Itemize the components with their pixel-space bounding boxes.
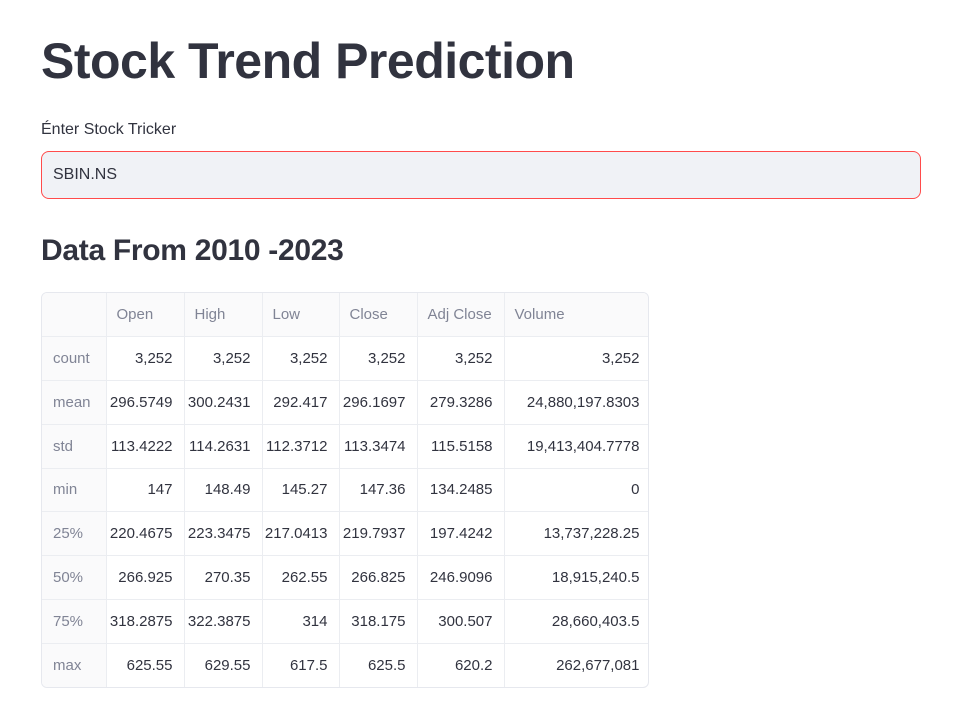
table-cell[interactable]: 223.3475 bbox=[184, 511, 263, 556]
column-header-high[interactable]: High bbox=[184, 293, 263, 338]
row-index-cell: 25% bbox=[42, 511, 107, 556]
table-cell[interactable]: 18,915,240.5 bbox=[504, 555, 648, 600]
table-cell[interactable]: 197.4242 bbox=[417, 511, 505, 556]
table-cell[interactable]: 322.3875 bbox=[184, 599, 263, 644]
table-cell[interactable]: 115.5158 bbox=[417, 424, 505, 469]
row-index-cell: min bbox=[42, 468, 107, 513]
table-cell[interactable]: 266.825 bbox=[339, 555, 418, 600]
table-cell[interactable]: 296.5749 bbox=[106, 380, 185, 425]
table-cell[interactable]: 13,737,228.25 bbox=[504, 511, 648, 556]
column-header-adj-close[interactable]: Adj Close bbox=[417, 293, 505, 338]
column-header-open[interactable]: Open bbox=[106, 293, 185, 338]
table-cell[interactable]: 28,660,403.5 bbox=[504, 599, 648, 644]
table-cell[interactable]: 296.1697 bbox=[339, 380, 418, 425]
table-row: min 147 148.49 145.27 147.36 134.2485 0 bbox=[42, 468, 648, 513]
table-row: 25% 220.4675 223.3475 217.0413 219.7937 197.4… bbox=[42, 511, 648, 556]
table-row: 50% 266.925 270.35 262.55 266.825 246.9096 18,… bbox=[42, 555, 648, 600]
ticker-input-container[interactable] bbox=[41, 151, 921, 199]
table-cell[interactable]: 3,252 bbox=[417, 336, 505, 381]
ticker-input-label: Énter Stock Tricker bbox=[41, 121, 177, 138]
page-title: Stock Trend Prediction bbox=[41, 33, 575, 89]
table-cell[interactable]: 262.55 bbox=[262, 555, 340, 600]
table-row: max 625.55 629.55 617.5 625.5 620.2 262,677,08… bbox=[42, 643, 648, 687]
table-cell[interactable]: 24,880,197.8303 bbox=[504, 380, 648, 425]
table-cell[interactable]: 0 bbox=[504, 468, 648, 513]
table-cell[interactable]: 318.175 bbox=[339, 599, 418, 644]
table-cell[interactable]: 220.4675 bbox=[106, 511, 185, 556]
table-cell[interactable]: 3,252 bbox=[106, 336, 185, 381]
table-cell[interactable]: 114.2631 bbox=[184, 424, 263, 469]
row-index-cell: mean bbox=[42, 380, 107, 425]
table-cell[interactable]: 270.35 bbox=[184, 555, 263, 600]
table-row: 75% 318.2875 322.3875 314 318.175 300.507 28,6… bbox=[42, 599, 648, 644]
section-title: Data From 2010 -2023 bbox=[41, 234, 344, 267]
table-row: count 3,252 3,252 3,252 3,252 3,252 3,252 bbox=[42, 336, 648, 381]
table-cell[interactable]: 3,252 bbox=[504, 336, 648, 381]
table-cell[interactable]: 625.5 bbox=[339, 643, 418, 687]
table-cell[interactable]: 113.4222 bbox=[106, 424, 185, 469]
row-index-cell: max bbox=[42, 643, 107, 687]
table-row: mean 296.5749 300.2431 292.417 296.1697 279.3… bbox=[42, 380, 648, 425]
row-index-cell: 75% bbox=[42, 599, 107, 644]
row-index-cell: count bbox=[42, 336, 107, 381]
table-cell[interactable]: 625.55 bbox=[106, 643, 185, 687]
table-cell[interactable]: 113.3474 bbox=[339, 424, 418, 469]
table-cell[interactable]: 266.925 bbox=[106, 555, 185, 600]
table-cell[interactable]: 3,252 bbox=[339, 336, 418, 381]
row-index-cell: 50% bbox=[42, 555, 107, 600]
table-body: count 3,252 3,252 3,252 3,252 3,252 3,252 mean 2… bbox=[42, 336, 648, 687]
table-cell[interactable]: 300.507 bbox=[417, 599, 505, 644]
column-header-volume[interactable]: Volume bbox=[504, 293, 648, 338]
table-cell[interactable]: 300.2431 bbox=[184, 380, 263, 425]
column-header-index bbox=[42, 293, 107, 338]
table-cell[interactable]: 112.3712 bbox=[262, 424, 340, 469]
table-cell[interactable]: 3,252 bbox=[262, 336, 340, 381]
table-cell[interactable]: 314 bbox=[262, 599, 340, 644]
row-index-cell: std bbox=[42, 424, 107, 469]
stats-table: Open High Low Close Adj Close Volume cou… bbox=[42, 293, 648, 687]
table-cell[interactable]: 318.2875 bbox=[106, 599, 185, 644]
table-row: std 113.4222 114.2631 112.3712 113.3474 115.5… bbox=[42, 424, 648, 469]
ticker-input[interactable] bbox=[42, 152, 920, 198]
table-cell[interactable]: 262,677,081 bbox=[504, 643, 648, 687]
table-cell[interactable]: 279.3286 bbox=[417, 380, 505, 425]
table-cell[interactable]: 292.417 bbox=[262, 380, 340, 425]
table-cell[interactable]: 147.36 bbox=[339, 468, 418, 513]
table-cell[interactable]: 246.9096 bbox=[417, 555, 505, 600]
stats-dataframe[interactable]: Open High Low Close Adj Close Volume cou… bbox=[41, 292, 649, 688]
table-cell[interactable]: 217.0413 bbox=[262, 511, 340, 556]
table-cell[interactable]: 148.49 bbox=[184, 468, 263, 513]
table-header-row: Open High Low Close Adj Close Volume bbox=[42, 293, 648, 338]
table-cell[interactable]: 219.7937 bbox=[339, 511, 418, 556]
table-cell[interactable]: 617.5 bbox=[262, 643, 340, 687]
table-cell[interactable]: 620.2 bbox=[417, 643, 505, 687]
table-cell[interactable]: 3,252 bbox=[184, 336, 263, 381]
table-cell[interactable]: 134.2485 bbox=[417, 468, 505, 513]
table-cell[interactable]: 145.27 bbox=[262, 468, 340, 513]
table-cell[interactable]: 19,413,404.7778 bbox=[504, 424, 648, 469]
table-cell[interactable]: 147 bbox=[106, 468, 185, 513]
column-header-low[interactable]: Low bbox=[262, 293, 340, 338]
table-cell[interactable]: 629.55 bbox=[184, 643, 263, 687]
column-header-close[interactable]: Close bbox=[339, 293, 418, 338]
